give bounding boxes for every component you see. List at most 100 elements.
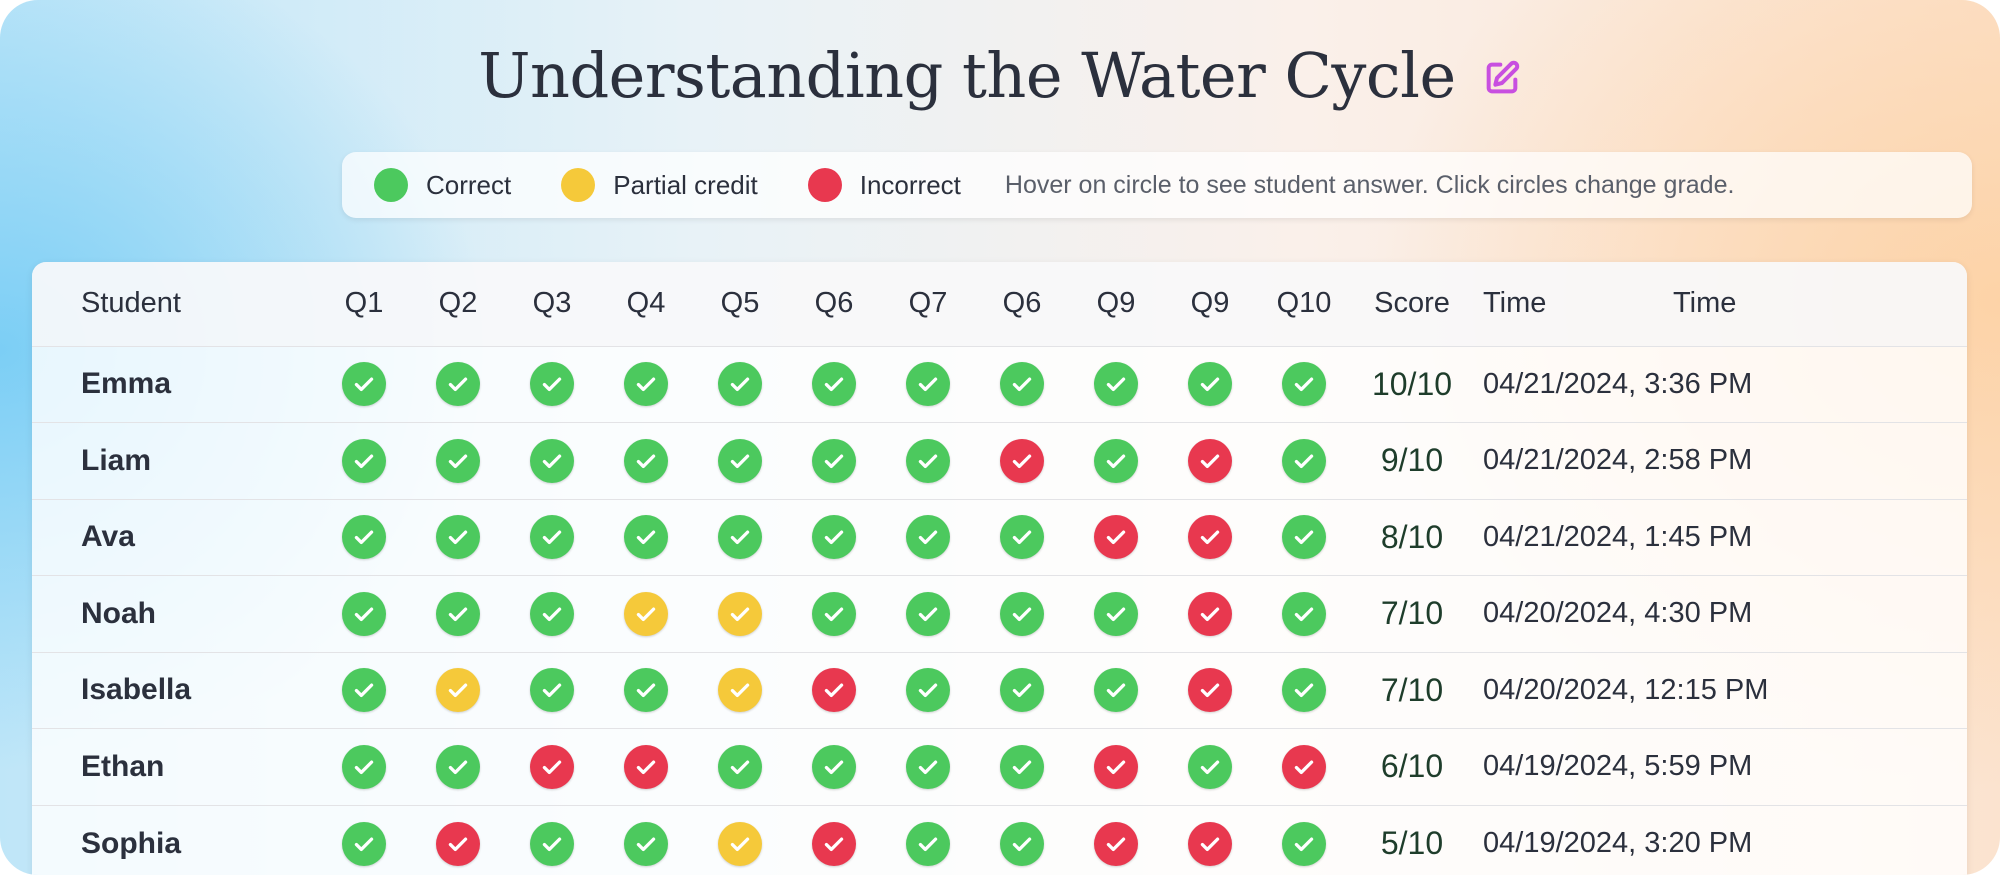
grade-correct-check-icon[interactable] bbox=[342, 744, 386, 789]
grade-correct-check-icon[interactable] bbox=[1000, 744, 1044, 789]
grade-correct-check-icon[interactable] bbox=[342, 438, 386, 483]
grade-correct-check-icon[interactable] bbox=[1094, 362, 1138, 407]
grade-correct-check-icon[interactable] bbox=[342, 668, 386, 713]
grade-correct-check-icon[interactable] bbox=[718, 438, 762, 483]
grade-correct-check-icon[interactable] bbox=[624, 821, 668, 866]
grade-correct-check-icon[interactable] bbox=[342, 821, 386, 866]
grade-correct-check-icon[interactable] bbox=[624, 515, 668, 560]
grade-correct-check-icon[interactable] bbox=[436, 591, 480, 636]
grade-correct-check-icon[interactable] bbox=[1000, 515, 1044, 560]
grade-correct-check-icon[interactable] bbox=[812, 438, 856, 483]
grade-correct-check-icon[interactable] bbox=[812, 744, 856, 789]
grade-incorrect-check-icon[interactable] bbox=[624, 744, 668, 789]
grade-cell bbox=[693, 805, 787, 875]
grade-correct-check-icon[interactable] bbox=[342, 515, 386, 560]
grade-incorrect-check-icon[interactable] bbox=[1000, 438, 1044, 483]
legend-label: Partial credit bbox=[613, 169, 758, 200]
grade-correct-check-icon[interactable] bbox=[1282, 668, 1326, 713]
grade-incorrect-check-icon[interactable] bbox=[1094, 744, 1138, 789]
grade-correct-check-icon[interactable] bbox=[1282, 515, 1326, 560]
grade-correct-check-icon[interactable] bbox=[530, 591, 574, 636]
grade-correct-check-icon[interactable] bbox=[436, 362, 480, 407]
grade-cell bbox=[1069, 499, 1163, 576]
grade-partial-check-icon[interactable] bbox=[436, 668, 480, 713]
grade-cell bbox=[787, 805, 881, 875]
grade-correct-check-icon[interactable] bbox=[1282, 362, 1326, 407]
grade-correct-check-icon[interactable] bbox=[1282, 591, 1326, 636]
grade-correct-check-icon[interactable] bbox=[530, 438, 574, 483]
grade-incorrect-check-icon[interactable] bbox=[1094, 821, 1138, 866]
grade-correct-check-icon[interactable] bbox=[906, 668, 950, 713]
grade-cell bbox=[1069, 346, 1163, 423]
grade-cell bbox=[599, 652, 693, 729]
grade-correct-check-icon[interactable] bbox=[812, 515, 856, 560]
grade-incorrect-check-icon[interactable] bbox=[1094, 515, 1138, 560]
grade-correct-check-icon[interactable] bbox=[718, 744, 762, 789]
grade-correct-check-icon[interactable] bbox=[718, 515, 762, 560]
grade-correct-check-icon[interactable] bbox=[1094, 591, 1138, 636]
grade-incorrect-check-icon[interactable] bbox=[1282, 744, 1326, 789]
grade-correct-check-icon[interactable] bbox=[1282, 821, 1326, 866]
grade-correct-check-icon[interactable] bbox=[530, 668, 574, 713]
grade-cell bbox=[881, 729, 975, 806]
grade-incorrect-check-icon[interactable] bbox=[436, 821, 480, 866]
grade-correct-check-icon[interactable] bbox=[812, 591, 856, 636]
grade-partial-check-icon[interactable] bbox=[718, 591, 762, 636]
grade-cell bbox=[787, 729, 881, 806]
table-row: Ethan 6/10 04/19/2024, 5:59 PM bbox=[32, 728, 1967, 806]
grade-correct-check-icon[interactable] bbox=[718, 362, 762, 407]
header-question: Q3 bbox=[532, 287, 572, 320]
grade-correct-check-icon[interactable] bbox=[906, 362, 950, 407]
grade-correct-check-icon[interactable] bbox=[1282, 438, 1326, 483]
score-value: 6/10 bbox=[1380, 748, 1444, 785]
grade-incorrect-check-icon[interactable] bbox=[812, 668, 856, 713]
grade-correct-check-icon[interactable] bbox=[906, 438, 950, 483]
grade-correct-check-icon[interactable] bbox=[436, 744, 480, 789]
grade-correct-check-icon[interactable] bbox=[342, 362, 386, 407]
grade-correct-check-icon[interactable] bbox=[906, 744, 950, 789]
grade-correct-check-icon[interactable] bbox=[1000, 591, 1044, 636]
grade-cell bbox=[975, 576, 1069, 653]
grade-partial-check-icon[interactable] bbox=[624, 591, 668, 636]
grade-correct-check-icon[interactable] bbox=[906, 591, 950, 636]
grade-correct-check-icon[interactable] bbox=[906, 821, 950, 866]
grade-cell bbox=[411, 576, 505, 653]
grade-correct-check-icon[interactable] bbox=[436, 438, 480, 483]
submission-time: 04/21/2024, 3:36 PM bbox=[1483, 367, 1753, 400]
grade-incorrect-check-icon[interactable] bbox=[812, 821, 856, 866]
grade-partial-check-icon[interactable] bbox=[718, 668, 762, 713]
grade-correct-check-icon[interactable] bbox=[1094, 668, 1138, 713]
grade-correct-check-icon[interactable] bbox=[624, 668, 668, 713]
grade-incorrect-check-icon[interactable] bbox=[1188, 591, 1232, 636]
grade-incorrect-check-icon[interactable] bbox=[530, 744, 574, 789]
grade-correct-check-icon[interactable] bbox=[530, 362, 574, 407]
student-name: Isabella bbox=[81, 673, 192, 707]
grade-correct-check-icon[interactable] bbox=[906, 515, 950, 560]
grade-correct-check-icon[interactable] bbox=[1000, 362, 1044, 407]
grade-correct-check-icon[interactable] bbox=[812, 362, 856, 407]
grade-incorrect-check-icon[interactable] bbox=[1188, 668, 1232, 713]
header-question: Q5 bbox=[720, 287, 760, 320]
grade-correct-check-icon[interactable] bbox=[1094, 438, 1138, 483]
grade-incorrect-check-icon[interactable] bbox=[1188, 821, 1232, 866]
grade-partial-check-icon[interactable] bbox=[718, 821, 762, 866]
grade-correct-check-icon[interactable] bbox=[1188, 362, 1232, 407]
grade-incorrect-check-icon[interactable] bbox=[1188, 515, 1232, 560]
grade-cell bbox=[1069, 805, 1163, 875]
grade-incorrect-check-icon[interactable] bbox=[1188, 438, 1232, 483]
grade-cell bbox=[1257, 729, 1351, 806]
grade-correct-check-icon[interactable] bbox=[1000, 821, 1044, 866]
grade-correct-check-icon[interactable] bbox=[436, 515, 480, 560]
grade-correct-check-icon[interactable] bbox=[1188, 744, 1232, 789]
edit-icon[interactable] bbox=[1482, 58, 1522, 98]
grade-cell bbox=[1163, 576, 1257, 653]
grade-correct-check-icon[interactable] bbox=[624, 438, 668, 483]
grade-correct-check-icon[interactable] bbox=[342, 591, 386, 636]
grade-correct-check-icon[interactable] bbox=[530, 821, 574, 866]
grade-correct-check-icon[interactable] bbox=[1000, 668, 1044, 713]
grade-cell bbox=[975, 499, 1069, 576]
grade-cell bbox=[505, 805, 599, 875]
grade-correct-check-icon[interactable] bbox=[624, 362, 668, 407]
grade-correct-check-icon[interactable] bbox=[530, 515, 574, 560]
page-title: Understanding the Water Cycle bbox=[478, 38, 1456, 112]
